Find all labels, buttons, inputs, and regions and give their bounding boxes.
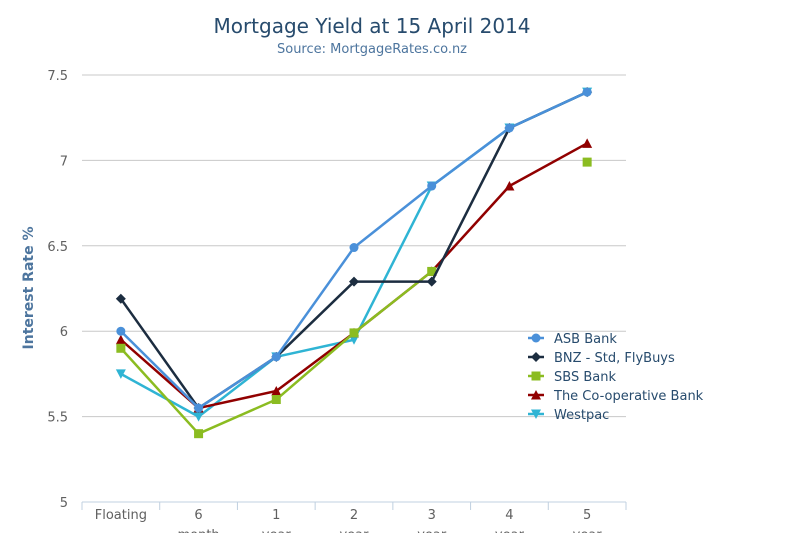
series-4 [115,87,593,422]
y-tick-label: 6 [60,325,68,340]
data-point [349,328,359,338]
data-point [582,138,593,148]
data-point [427,266,437,276]
legend-item[interactable]: The Co-operative Bank [528,389,704,404]
legend-item[interactable]: BNZ - Std, FlyBuys [528,351,675,366]
legend-item[interactable]: SBS Bank [528,370,616,385]
y-tick-label: 7 [60,154,68,169]
data-point [193,412,204,422]
legend-label: The Co-operative Bank [553,389,704,404]
y-tick-label: 5.5 [47,411,68,426]
legend-label: ASB Bank [554,332,617,347]
x-tick-label: 3year [417,508,447,533]
data-point [115,293,126,304]
data-point [349,243,359,253]
series-2 [116,157,592,439]
legend-label: BNZ - Std, FlyBuys [554,351,675,366]
chart-title: Mortgage Yield at 15 April 2014 [213,14,530,38]
legend: ASB Bank BNZ - Std, FlyBuys SBS Bank The Co… [528,332,704,423]
data-point [271,385,282,396]
data-point [194,429,204,439]
data-point [582,87,592,97]
series-line [120,90,588,418]
legend-label: Westpac [554,408,609,423]
legend-item[interactable]: Westpac [528,408,609,423]
legend-item[interactable]: ASB Bank [528,332,617,347]
data-point [271,395,281,405]
data-point [504,123,514,133]
series-0 [116,87,592,413]
data-point [271,352,281,362]
legend-marker [531,390,541,400]
x-tick-label: 4year [495,508,525,533]
x-tick-label: 6month [177,508,219,533]
legend-marker [531,333,541,343]
legend-label: SBS Bank [554,370,616,385]
grid-lines [82,74,626,503]
data-point [194,403,204,413]
data-point [115,334,126,345]
y-tick-label: 5 [60,496,68,511]
legend-marker [531,352,541,362]
data-point [427,181,437,191]
y-axis-ticks: 5 5.5 6 6.5 7 7.5 [47,69,68,511]
y-tick-label: 7.5 [47,69,68,84]
x-tick-label: 2year [339,508,369,533]
x-tick-label: 1year [262,508,292,533]
data-point [349,335,359,345]
y-axis-label: Interest Rate % [21,227,37,350]
data-point [116,326,126,336]
series-line [120,142,588,410]
x-tick-label: 5year [573,508,603,533]
data-point [116,343,126,353]
x-tick-label: Floating [95,508,147,523]
legend-marker [531,409,541,419]
data-point [349,276,359,287]
data-point [504,181,515,191]
chart-subtitle: Source: MortgageRates.co.nz [277,42,467,57]
y-tick-label: 6.5 [47,240,68,255]
data-point [426,276,437,287]
series-3 [115,138,593,413]
data-point [115,369,126,379]
data-point [582,157,592,167]
series-group [115,87,593,439]
x-axis: Floating 6month 1year 2year 3year 4year 5year [81,501,627,533]
legend-marker [531,371,541,381]
